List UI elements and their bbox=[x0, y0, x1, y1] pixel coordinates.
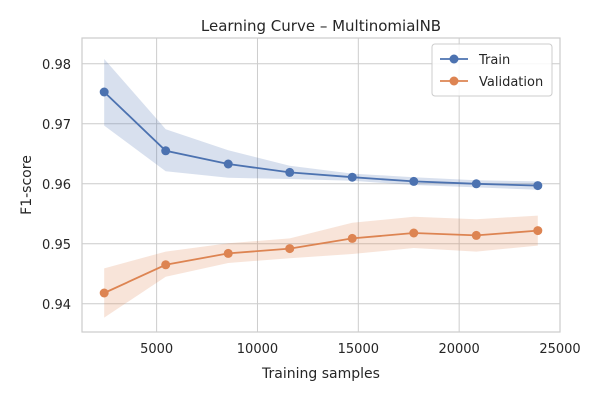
data-point-validation bbox=[471, 230, 481, 240]
confidence-band-train bbox=[104, 59, 538, 190]
y-tick-label: 0.94 bbox=[42, 298, 71, 313]
data-point-validation bbox=[223, 248, 233, 258]
x-tick-label: 10000 bbox=[237, 342, 278, 357]
data-point-validation bbox=[285, 244, 295, 254]
series-line-validation bbox=[103, 229, 538, 294]
data-point-train bbox=[533, 181, 543, 191]
legend-marker-validation bbox=[449, 76, 459, 86]
y-tick-label: 0.98 bbox=[42, 58, 71, 73]
legend-marker-train bbox=[449, 54, 459, 64]
legend: Train Validation bbox=[431, 43, 553, 97]
legend-label-validation: Validation bbox=[479, 75, 543, 90]
x-tick-label: 15000 bbox=[338, 342, 379, 357]
series-lines bbox=[103, 91, 538, 294]
plot-frame bbox=[81, 37, 561, 333]
legend-box bbox=[431, 43, 553, 97]
x-tick-label: 5000 bbox=[140, 342, 173, 357]
x-tick-label: 25000 bbox=[539, 342, 580, 357]
data-point-train bbox=[471, 179, 481, 189]
series-line-train bbox=[103, 91, 538, 187]
data-point-train bbox=[285, 167, 295, 177]
data-point-validation bbox=[533, 226, 543, 236]
confidence-bands bbox=[104, 59, 538, 318]
chart-title: Learning Curve – MultinomialNB bbox=[201, 17, 441, 35]
y-tick-label: 0.97 bbox=[42, 118, 71, 133]
y-tick-label: 0.96 bbox=[42, 178, 71, 193]
y-tick-label: 0.95 bbox=[42, 238, 71, 253]
x-tick-label: 20000 bbox=[438, 342, 479, 357]
data-point-validation bbox=[99, 288, 109, 298]
data-point-validation bbox=[161, 260, 171, 270]
data-point-train bbox=[223, 159, 233, 169]
data-point-train bbox=[409, 176, 419, 186]
data-point-validation bbox=[409, 228, 419, 238]
legend-label-train: Train bbox=[478, 53, 510, 68]
data-point-validation bbox=[347, 233, 357, 243]
data-point-train bbox=[347, 172, 357, 182]
y-axis-label: F1-score bbox=[19, 155, 35, 215]
data-point-train bbox=[99, 87, 109, 97]
confidence-band-validation bbox=[104, 215, 538, 318]
data-point-train bbox=[161, 146, 171, 156]
tick-labels: 5000 10000 15000 20000 25000 0.94 0.95 0.96 0.97… bbox=[42, 58, 581, 357]
x-axis-label: Training samples bbox=[261, 366, 380, 382]
series-points bbox=[99, 87, 543, 298]
